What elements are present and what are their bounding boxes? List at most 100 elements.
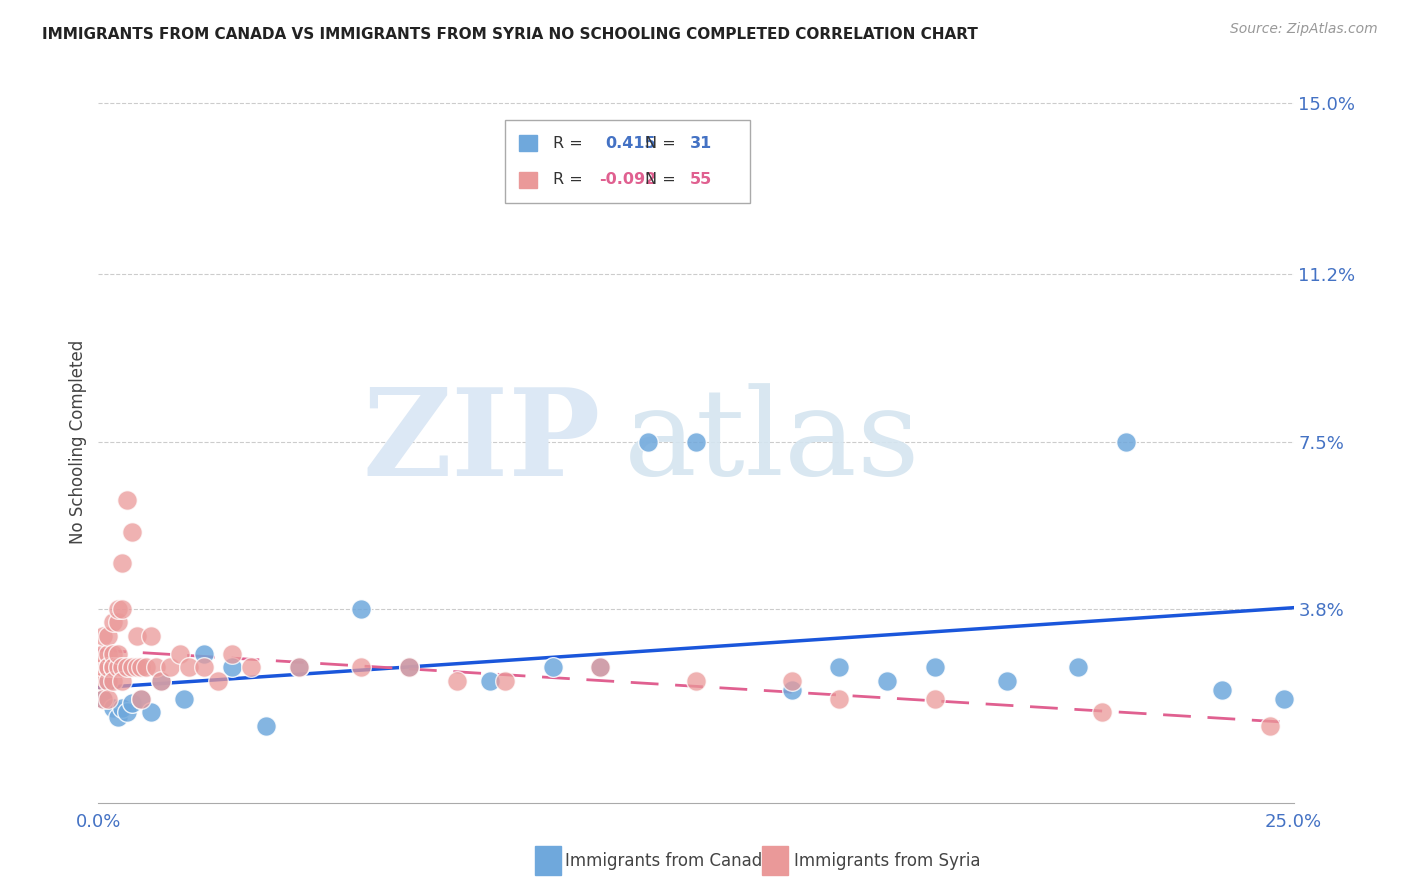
- Point: [115, 493, 138, 508]
- Point: [350, 601, 373, 615]
- Point: [125, 629, 148, 643]
- Point: [91, 647, 114, 661]
- Point: [107, 660, 129, 674]
- Text: R =: R =: [553, 136, 582, 151]
- Text: Immigrants from Canada: Immigrants from Canada: [565, 852, 772, 870]
- Point: [97, 673, 120, 688]
- Point: [207, 673, 229, 688]
- Text: atlas: atlas: [624, 383, 921, 500]
- Point: [107, 615, 129, 630]
- Point: [101, 660, 124, 674]
- Point: [101, 673, 124, 688]
- Point: [254, 719, 277, 733]
- Point: [139, 706, 162, 720]
- Point: [446, 673, 468, 688]
- Text: N =: N =: [644, 172, 681, 187]
- Point: [288, 660, 311, 674]
- Point: [193, 660, 215, 674]
- Point: [97, 629, 120, 643]
- Point: [131, 660, 153, 674]
- Text: 31: 31: [690, 136, 713, 151]
- Point: [149, 673, 172, 688]
- Point: [101, 701, 124, 715]
- Point: [111, 673, 134, 688]
- Point: [91, 692, 114, 706]
- Point: [111, 557, 134, 571]
- Point: [97, 647, 120, 661]
- Point: [685, 434, 707, 449]
- Point: [115, 706, 138, 720]
- Point: [494, 673, 516, 688]
- Point: [173, 692, 195, 706]
- Point: [111, 660, 134, 674]
- Point: [91, 629, 114, 643]
- Point: [149, 673, 172, 688]
- Point: [240, 660, 263, 674]
- Point: [1115, 434, 1137, 449]
- Text: ZIP: ZIP: [363, 383, 600, 500]
- Y-axis label: No Schooling Completed: No Schooling Completed: [69, 340, 87, 543]
- Point: [115, 660, 138, 674]
- Point: [1258, 719, 1281, 733]
- Point: [780, 682, 803, 697]
- Point: [193, 647, 215, 661]
- Point: [97, 673, 120, 688]
- Text: 55: 55: [690, 172, 713, 187]
- Text: Source: ZipAtlas.com: Source: ZipAtlas.com: [1230, 22, 1378, 37]
- Point: [139, 629, 162, 643]
- Point: [398, 660, 420, 674]
- Point: [111, 701, 134, 715]
- Point: [107, 601, 129, 615]
- Point: [221, 647, 243, 661]
- Point: [101, 647, 124, 661]
- Point: [541, 660, 564, 674]
- Point: [1091, 706, 1114, 720]
- Point: [1211, 682, 1233, 697]
- Point: [121, 697, 143, 711]
- Point: [125, 660, 148, 674]
- Point: [350, 660, 373, 674]
- Point: [121, 660, 143, 674]
- Point: [169, 647, 191, 661]
- Point: [828, 660, 851, 674]
- Point: [101, 660, 124, 674]
- Point: [97, 660, 120, 674]
- Point: [780, 673, 803, 688]
- Point: [91, 660, 114, 674]
- Text: IMMIGRANTS FROM CANADA VS IMMIGRANTS FROM SYRIA NO SCHOOLING COMPLETED CORRELATI: IMMIGRANTS FROM CANADA VS IMMIGRANTS FRO…: [42, 27, 979, 42]
- Point: [179, 660, 201, 674]
- Bar: [519, 136, 537, 152]
- Point: [221, 660, 243, 674]
- Point: [685, 673, 707, 688]
- Point: [107, 647, 129, 661]
- Point: [131, 692, 153, 706]
- FancyBboxPatch shape: [505, 120, 749, 203]
- Point: [398, 660, 420, 674]
- Point: [924, 692, 946, 706]
- Point: [589, 660, 612, 674]
- Point: [145, 660, 167, 674]
- Text: -0.092: -0.092: [599, 172, 657, 187]
- Point: [107, 710, 129, 724]
- Point: [479, 673, 502, 688]
- Text: Immigrants from Syria: Immigrants from Syria: [794, 852, 980, 870]
- Text: N =: N =: [644, 136, 681, 151]
- Point: [111, 601, 134, 615]
- Point: [131, 692, 153, 706]
- Point: [995, 673, 1018, 688]
- Point: [101, 615, 124, 630]
- Point: [91, 692, 114, 706]
- Text: R =: R =: [553, 172, 582, 187]
- Point: [121, 524, 143, 539]
- Bar: [534, 847, 561, 875]
- Point: [1067, 660, 1090, 674]
- Bar: [762, 847, 787, 875]
- Point: [97, 660, 120, 674]
- Text: 0.415: 0.415: [605, 136, 655, 151]
- Point: [91, 673, 114, 688]
- Point: [924, 660, 946, 674]
- Point: [828, 692, 851, 706]
- Point: [589, 660, 612, 674]
- Point: [637, 434, 659, 449]
- Point: [1272, 692, 1295, 706]
